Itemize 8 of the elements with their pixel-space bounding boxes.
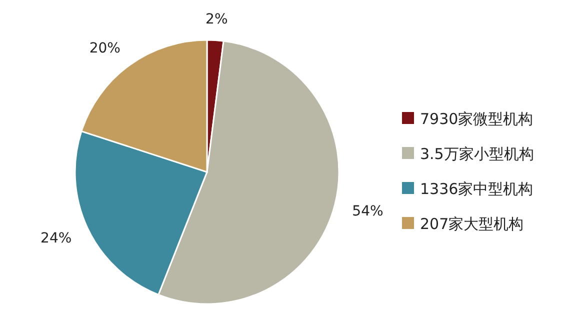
data-label: 24%	[40, 230, 72, 247]
legend-label: 3.5万家小型机构	[420, 145, 534, 163]
data-label: 20%	[89, 40, 120, 56]
data-label: 54%	[352, 203, 384, 220]
data-label: 2%	[206, 11, 228, 28]
legend-label: 7930家微型机构	[420, 110, 534, 128]
legend-label: 1336家中型机构	[420, 180, 534, 198]
legend-label: 207家大型机构	[420, 215, 524, 233]
